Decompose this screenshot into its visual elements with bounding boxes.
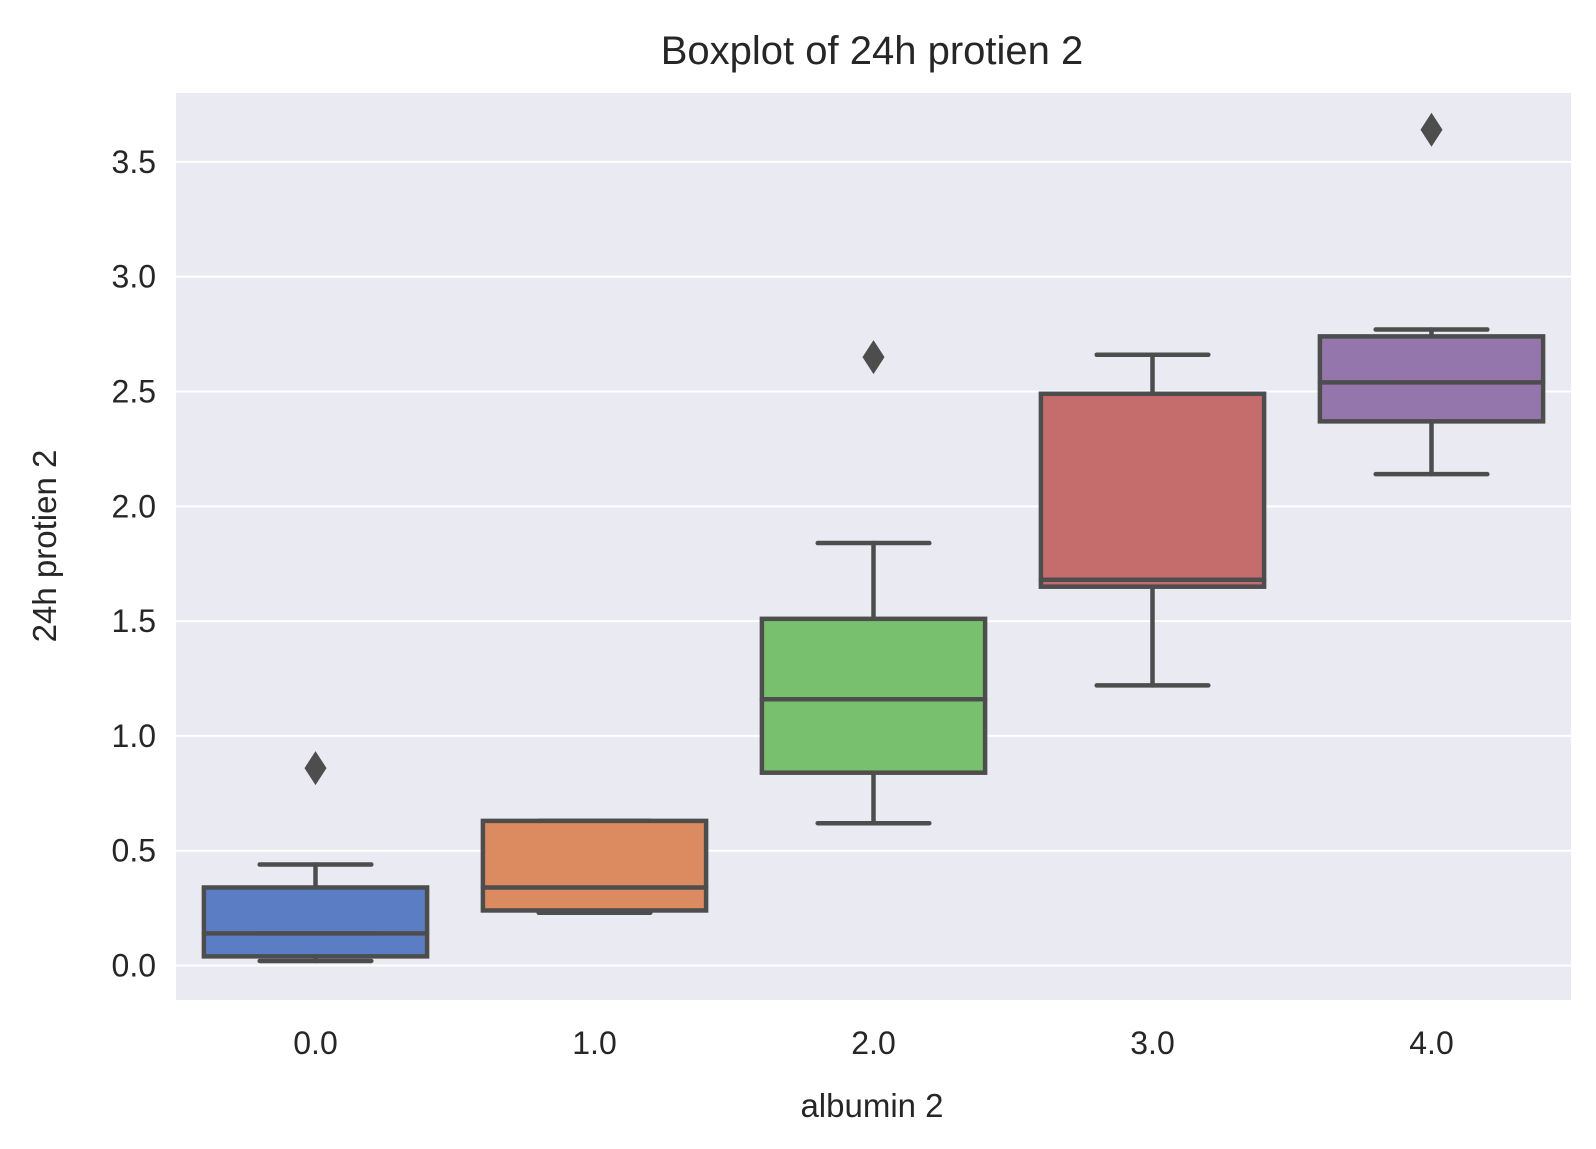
y-tick-label: 0.5 xyxy=(112,833,156,869)
x-tick-label: 2.0 xyxy=(851,1025,895,1061)
outlier-point xyxy=(304,751,327,786)
x-tick-label: 1.0 xyxy=(572,1025,616,1061)
chart-title: Boxplot of 24h protien 2 xyxy=(661,29,1084,73)
x-tick-label: 4.0 xyxy=(1409,1025,1453,1061)
box xyxy=(201,885,430,959)
x-tick-label: 0.0 xyxy=(293,1025,337,1061)
y-tick-label: 3.0 xyxy=(112,259,156,295)
box xyxy=(1317,334,1546,424)
box-group xyxy=(480,818,709,915)
box xyxy=(1038,391,1267,589)
box-group xyxy=(1317,112,1546,477)
box xyxy=(759,616,988,775)
y-tick-labels: 0.0 0.5 1.0 1.5 2.0 2.5 3.0 3.5 xyxy=(112,144,156,984)
x-tick-labels: 0.0 1.0 2.0 3.0 4.0 xyxy=(293,1025,1453,1061)
y-axis-label: 24h protien 2 xyxy=(26,450,63,643)
box-group xyxy=(759,340,988,826)
outlier-point xyxy=(862,340,885,375)
outlier-point xyxy=(1420,112,1443,147)
y-tick-label: 3.5 xyxy=(112,144,156,180)
y-tick-label: 1.0 xyxy=(112,718,156,754)
box-group xyxy=(201,751,430,964)
y-tick-label: 1.5 xyxy=(112,603,156,639)
box-group xyxy=(1038,352,1267,688)
box xyxy=(480,818,709,913)
y-tick-label: 2.5 xyxy=(112,374,156,410)
boxes xyxy=(201,112,1546,964)
x-tick-label: 3.0 xyxy=(1130,1025,1174,1061)
x-axis-label: albumin 2 xyxy=(800,1087,943,1124)
y-tick-label: 0.0 xyxy=(112,948,156,984)
y-tick-label: 2.0 xyxy=(112,488,156,524)
